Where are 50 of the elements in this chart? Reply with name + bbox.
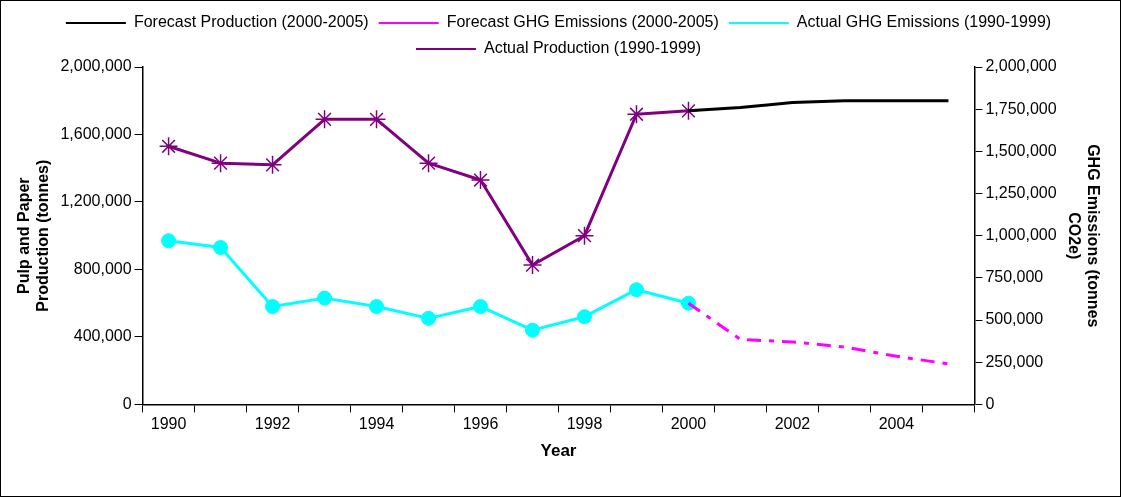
- x-tick-label: 2002: [774, 415, 811, 433]
- x-axis-title: Year: [540, 441, 577, 461]
- y-tick-label: 0: [122, 394, 132, 412]
- point: [470, 170, 491, 190]
- point: [210, 153, 231, 173]
- point: [577, 309, 592, 325]
- y2-tick-label: 1,750,000: [985, 99, 1057, 117]
- y-tick-label: 2,000,000: [60, 57, 132, 75]
- x-tick-label: 2004: [878, 415, 915, 433]
- point: [574, 225, 595, 246]
- point: [314, 109, 335, 130]
- point: [418, 153, 439, 173]
- y2-tick-label: 1,500,000: [985, 141, 1057, 159]
- y2-tick-label: 1,250,000: [985, 183, 1057, 201]
- point: [522, 255, 543, 275]
- legend-label: Forecast GHG Emissions (2000-2005): [446, 13, 719, 31]
- point: [213, 240, 229, 256]
- point: [626, 104, 647, 124]
- y2-tick-label: 250,000: [985, 352, 1044, 370]
- y2-tick-label: 2,000,000: [985, 57, 1057, 75]
- point: [262, 155, 283, 175]
- y-axis-title: Pulp and Paper Production (tonnes): [15, 159, 52, 312]
- point: [366, 109, 387, 130]
- point: [473, 299, 489, 315]
- x-tick-label: 1996: [462, 415, 499, 433]
- y2-tick-label: 1,000,000: [985, 226, 1057, 244]
- y-tick-label: 1,600,000: [60, 124, 132, 142]
- point: [421, 310, 437, 326]
- x-tick-label: 2000: [670, 415, 707, 433]
- x-tick-label: 1994: [358, 415, 395, 433]
- x-tick-label: 1992: [254, 415, 291, 433]
- y2-axis-title: GHG Emissions (tonnes CO2e): [1065, 144, 1102, 328]
- point: [369, 299, 385, 315]
- legend-label: Actual GHG Emissions (1990-1999): [796, 13, 1052, 31]
- point: [265, 299, 281, 315]
- legend-label: Forecast Production (2000-2005): [133, 13, 369, 31]
- y-tick-label: 400,000: [73, 327, 132, 345]
- point: [161, 233, 177, 249]
- x-tick-label: 1990: [150, 415, 187, 433]
- point: [317, 290, 333, 306]
- y-tick-label: 800,000: [73, 259, 132, 277]
- legend-label: Actual Production (1990-1999): [483, 39, 702, 57]
- y2-tick-label: 750,000: [985, 268, 1044, 286]
- point: [525, 322, 541, 338]
- point: [158, 136, 179, 157]
- y-tick-label: 1,200,000: [60, 192, 132, 210]
- point: [628, 282, 644, 298]
- y2-tick-label: 0: [985, 394, 995, 412]
- y2-tick-label: 500,000: [985, 310, 1044, 328]
- x-tick-label: 1998: [566, 415, 603, 433]
